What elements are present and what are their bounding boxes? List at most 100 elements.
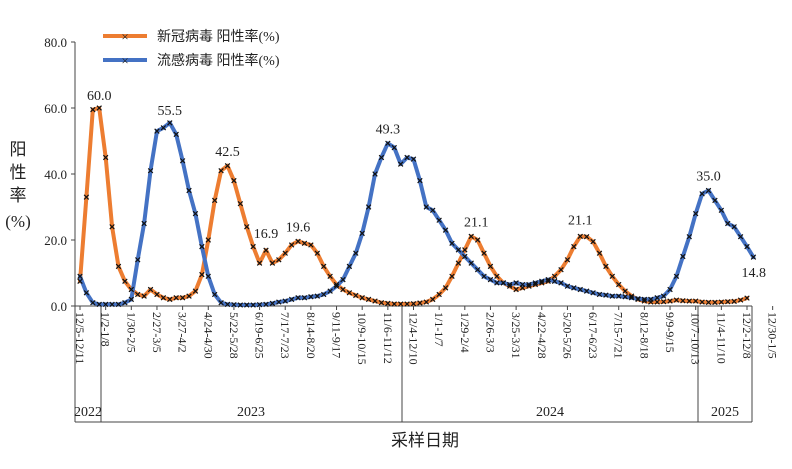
flu-point xyxy=(109,301,115,308)
covid-point xyxy=(160,295,167,301)
flu-point xyxy=(539,278,545,284)
flu-point xyxy=(500,280,507,286)
flu-point xyxy=(346,263,353,270)
plot-area: 0.0 20.0 40.0 60.0 80.0 12/5-12/11 1/2-1/8 1/30… xyxy=(44,0,792,423)
covid-point xyxy=(590,238,596,245)
flu-point xyxy=(122,299,128,306)
covid-point xyxy=(282,250,288,256)
covid-point xyxy=(327,273,333,280)
flu-point xyxy=(160,125,167,131)
covid-point xyxy=(494,273,500,280)
flu-point xyxy=(564,283,571,289)
x-tick-label: 8/12-8/18 xyxy=(637,312,651,359)
flu-point xyxy=(154,128,160,134)
flu-point xyxy=(237,302,244,308)
covid-point xyxy=(250,243,256,250)
flu-point xyxy=(731,224,737,230)
data-label: 16.9 xyxy=(254,227,279,242)
covid-point xyxy=(628,293,635,299)
data-label: 35.0 xyxy=(696,170,721,185)
flu-point xyxy=(519,281,526,288)
covid-point xyxy=(564,257,571,263)
covid-point xyxy=(141,293,147,299)
flu-point xyxy=(532,280,539,286)
y-tick-label: 0.0 xyxy=(51,299,67,314)
covid-point xyxy=(192,288,199,294)
covid-point xyxy=(660,298,667,305)
covid-point xyxy=(596,250,603,256)
flu-point xyxy=(250,302,256,308)
covid-point xyxy=(513,286,519,293)
covid-point xyxy=(667,298,673,304)
flu-point xyxy=(218,299,224,306)
covid-point xyxy=(462,247,468,253)
covid-point xyxy=(423,299,430,305)
covid-point xyxy=(115,263,122,270)
covid-point xyxy=(436,291,442,298)
covid-point xyxy=(263,247,269,253)
flu-point xyxy=(455,247,462,253)
x-tick-label: 1/1-1/7 xyxy=(432,312,446,347)
x-tick-label: 1/2-1/8 xyxy=(99,312,113,347)
flu-point xyxy=(436,217,442,223)
flu-point xyxy=(590,290,596,296)
covid-point xyxy=(314,250,321,256)
legend: × 新冠病毒 阳性率(%) × 流感病毒 阳性率(%) xyxy=(103,28,280,69)
flu-point xyxy=(628,295,635,301)
x-tick-label: 12/2-12/8 xyxy=(740,312,754,359)
flu-point xyxy=(577,286,583,293)
covid-point xyxy=(359,295,365,301)
flu-point xyxy=(474,266,481,273)
covid-point xyxy=(705,299,712,306)
covid-point xyxy=(680,297,686,304)
covid-point xyxy=(692,298,699,304)
flu-point xyxy=(288,296,295,303)
flu-point xyxy=(90,299,96,306)
flu-point xyxy=(359,230,365,237)
x-tick-label: 4/24-4/30 xyxy=(201,312,215,359)
covid-point xyxy=(372,298,378,304)
flu-point xyxy=(468,260,474,266)
covid-point xyxy=(404,301,410,307)
covid-point xyxy=(712,299,718,306)
covid-point xyxy=(224,163,231,169)
covid-point xyxy=(211,197,218,204)
flu-point xyxy=(506,281,513,288)
covid-point xyxy=(122,278,128,284)
covid-point xyxy=(571,243,577,250)
covid-point xyxy=(430,296,436,303)
data-label: 21.1 xyxy=(568,213,593,228)
x-tick-label: 10/7-10/13 xyxy=(689,312,703,365)
flu-point xyxy=(558,280,564,286)
covid-point xyxy=(83,194,90,200)
flu-point xyxy=(699,191,705,197)
covid-point xyxy=(487,263,494,270)
covid-point xyxy=(603,263,609,270)
flu-point xyxy=(192,210,199,217)
covid-point xyxy=(179,295,186,301)
covid-point xyxy=(506,283,513,289)
covid-point xyxy=(686,298,693,304)
x-tick-label: 5/22-5/28 xyxy=(227,312,241,359)
covid-point xyxy=(616,281,622,288)
y-tick-label: 40.0 xyxy=(44,167,67,182)
covid-point xyxy=(455,260,462,266)
x-tick-label: 2/27-3/5 xyxy=(150,312,164,353)
flu-point xyxy=(333,283,340,289)
covid-point xyxy=(417,300,423,306)
flu-point xyxy=(404,154,410,161)
y-tick-label: 80.0 xyxy=(44,35,67,50)
legend-covid-marker: × xyxy=(121,29,128,44)
flu-point xyxy=(616,293,622,299)
covid-point xyxy=(134,291,141,298)
flu-point xyxy=(83,290,90,296)
flu-point xyxy=(102,301,109,308)
flu-point xyxy=(622,294,628,300)
y-axis-title: 阳性率(%) xyxy=(5,140,30,231)
covid-point xyxy=(609,273,616,280)
flu-point xyxy=(712,197,718,204)
flu-point xyxy=(750,254,757,260)
data-label: 60.0 xyxy=(87,89,112,104)
x-tick-label: 12/5-12/11 xyxy=(73,312,87,364)
flu-point xyxy=(648,296,654,303)
